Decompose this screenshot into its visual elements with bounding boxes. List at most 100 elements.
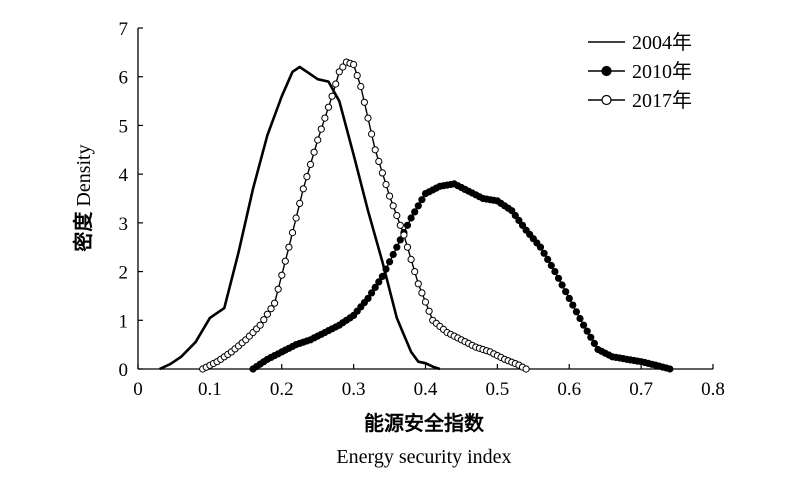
data-point (414, 280, 422, 288)
y-tick-label: 6 (119, 68, 129, 89)
data-point (303, 173, 311, 181)
data-point (332, 80, 340, 88)
data-point (375, 157, 383, 165)
data-point (576, 314, 584, 323)
data-point (364, 294, 372, 302)
data-point (414, 202, 422, 210)
y-tick-label: 0 (119, 360, 129, 381)
data-point (389, 250, 397, 259)
data-point (666, 365, 674, 373)
data-point (536, 243, 545, 251)
x-tick-label: 0.4 (414, 379, 438, 400)
data-point (324, 103, 333, 111)
series-line (159, 65, 441, 371)
data-point (378, 169, 386, 177)
data-point (382, 180, 390, 189)
legend-marker (601, 94, 612, 106)
data-point (317, 125, 325, 133)
series-1 (249, 180, 674, 373)
data-point (371, 146, 379, 154)
data-point (403, 243, 412, 251)
data-point (310, 148, 318, 156)
data-point (418, 289, 426, 297)
data-point (580, 321, 588, 329)
data-point (260, 316, 268, 324)
data-point (508, 207, 516, 215)
data-point (339, 63, 347, 71)
data-point (368, 130, 376, 138)
data-point (393, 211, 401, 220)
data-point (418, 196, 426, 204)
y-axis-label: 密度 Density (71, 144, 95, 251)
data-point (306, 160, 315, 168)
data-point (321, 114, 329, 122)
x-tick-label: 0.1 (198, 379, 222, 400)
data-point (357, 82, 365, 91)
data-point (389, 202, 397, 210)
data-point (565, 294, 573, 302)
data-point (382, 265, 390, 273)
data-point (335, 68, 343, 76)
data-point (544, 255, 552, 263)
legend-label: 2010年 (632, 60, 692, 83)
data-point (278, 271, 286, 279)
data-point (511, 211, 519, 220)
data-point (375, 278, 383, 286)
legend-item: 2017年 (588, 89, 692, 112)
data-point (590, 339, 599, 347)
x-tick-label: 0.7 (629, 379, 653, 400)
x-axis-label-cn: 能源安全指数 (364, 411, 485, 435)
data-point (411, 208, 419, 216)
data-point (583, 327, 591, 335)
data-point (267, 305, 275, 313)
data-point (515, 216, 523, 224)
data-point (587, 333, 595, 341)
data-point (368, 289, 376, 297)
data-point (386, 258, 394, 266)
data-point (518, 221, 527, 229)
data-point (396, 221, 404, 229)
x-tick-label: 0.2 (270, 379, 294, 400)
data-point (263, 310, 271, 318)
data-point (393, 243, 401, 251)
x-tick-label: 0.3 (342, 379, 366, 400)
data-point (288, 229, 297, 237)
data-point (400, 231, 408, 239)
x-tick-label: 0.6 (557, 379, 581, 400)
data-point (292, 214, 300, 222)
y-tick-label: 7 (119, 19, 129, 40)
legend-label: 2004年 (632, 31, 692, 54)
data-point (256, 321, 264, 329)
legend-label: 2017年 (632, 89, 692, 112)
data-point (403, 221, 412, 229)
series-layer (159, 58, 674, 373)
data-point (386, 192, 394, 200)
x-tick-label: 0.8 (701, 379, 725, 400)
data-point (328, 92, 336, 100)
data-point (396, 236, 404, 244)
x-axis-label-en: Energy security index (336, 446, 511, 468)
y-tick-label: 2 (119, 263, 129, 284)
data-point (554, 274, 563, 282)
data-point (562, 288, 570, 296)
x-tick-label: 0.5 (486, 379, 510, 400)
y-tick-label: 5 (119, 116, 129, 137)
data-point (522, 365, 530, 373)
data-point (569, 301, 577, 309)
data-point (296, 199, 304, 207)
data-point (314, 136, 322, 144)
data-point (407, 255, 415, 263)
data-point (411, 268, 419, 276)
data-point (407, 214, 415, 222)
data-point (364, 114, 372, 122)
y-axis-label-cn: 密度 (71, 211, 95, 252)
data-point (551, 268, 559, 276)
y-axis-label-en-text: Density (73, 144, 95, 206)
legend: 2004年 2010年 2017年 (588, 31, 692, 112)
data-point (274, 285, 282, 293)
series-2 (199, 58, 530, 373)
data-point (299, 185, 307, 193)
data-point (421, 298, 430, 306)
data-point (540, 249, 548, 257)
